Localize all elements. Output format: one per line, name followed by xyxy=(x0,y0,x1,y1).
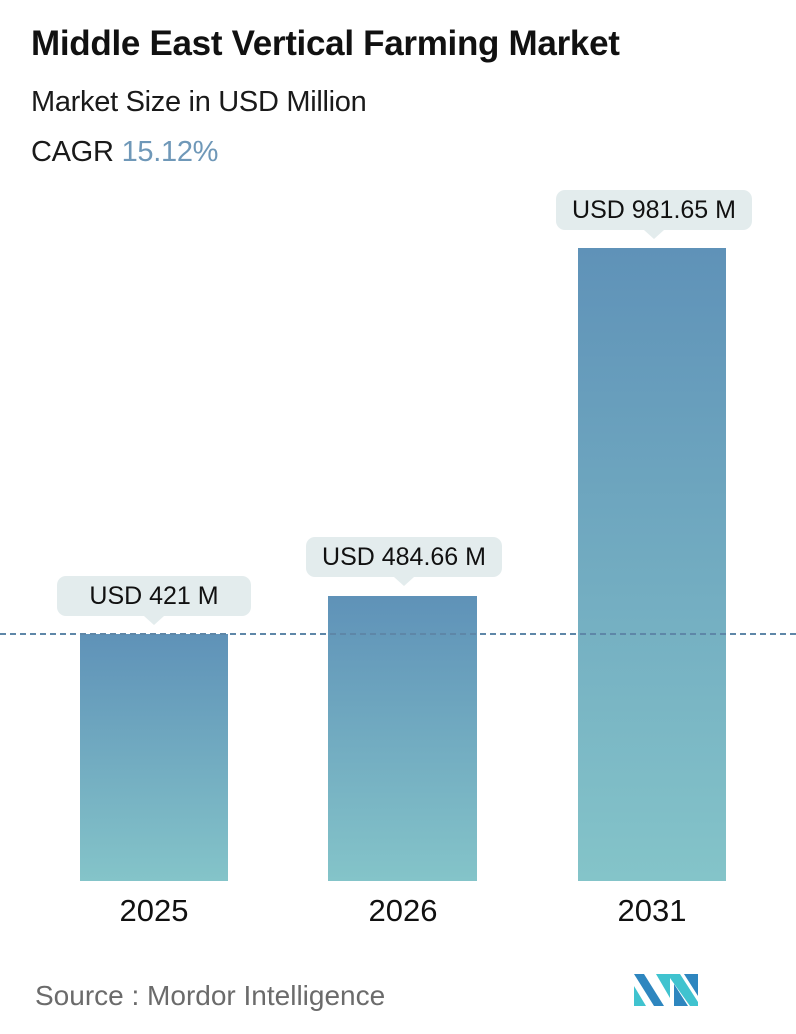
bar-value-label-2025: USD 421 M xyxy=(57,576,251,625)
bar-2026 xyxy=(328,596,477,881)
x-tick-2025: 2025 xyxy=(119,893,189,928)
chart-subtitle: Market Size in USD Million xyxy=(31,86,367,118)
reference-dashed-line xyxy=(0,633,796,635)
cagr-line: CAGR 15.12% xyxy=(31,136,218,169)
x-tick-2031: 2031 xyxy=(617,893,687,928)
bar-value-label-2031: USD 981.65 M xyxy=(556,190,752,239)
chart-title: Middle East Vertical Farming Market xyxy=(31,24,620,63)
bar-2031 xyxy=(578,248,726,881)
bar-value-label-2026: USD 484.66 M xyxy=(306,537,502,586)
source-text: Source : Mordor Intelligence xyxy=(35,980,386,1011)
bar-2025 xyxy=(80,634,228,881)
x-tick-2026: 2026 xyxy=(368,893,438,928)
mordor-intelligence-logo-icon xyxy=(634,974,698,1006)
cagr-value: 15.12% xyxy=(121,136,219,168)
cagr-label: CAGR xyxy=(31,136,114,168)
